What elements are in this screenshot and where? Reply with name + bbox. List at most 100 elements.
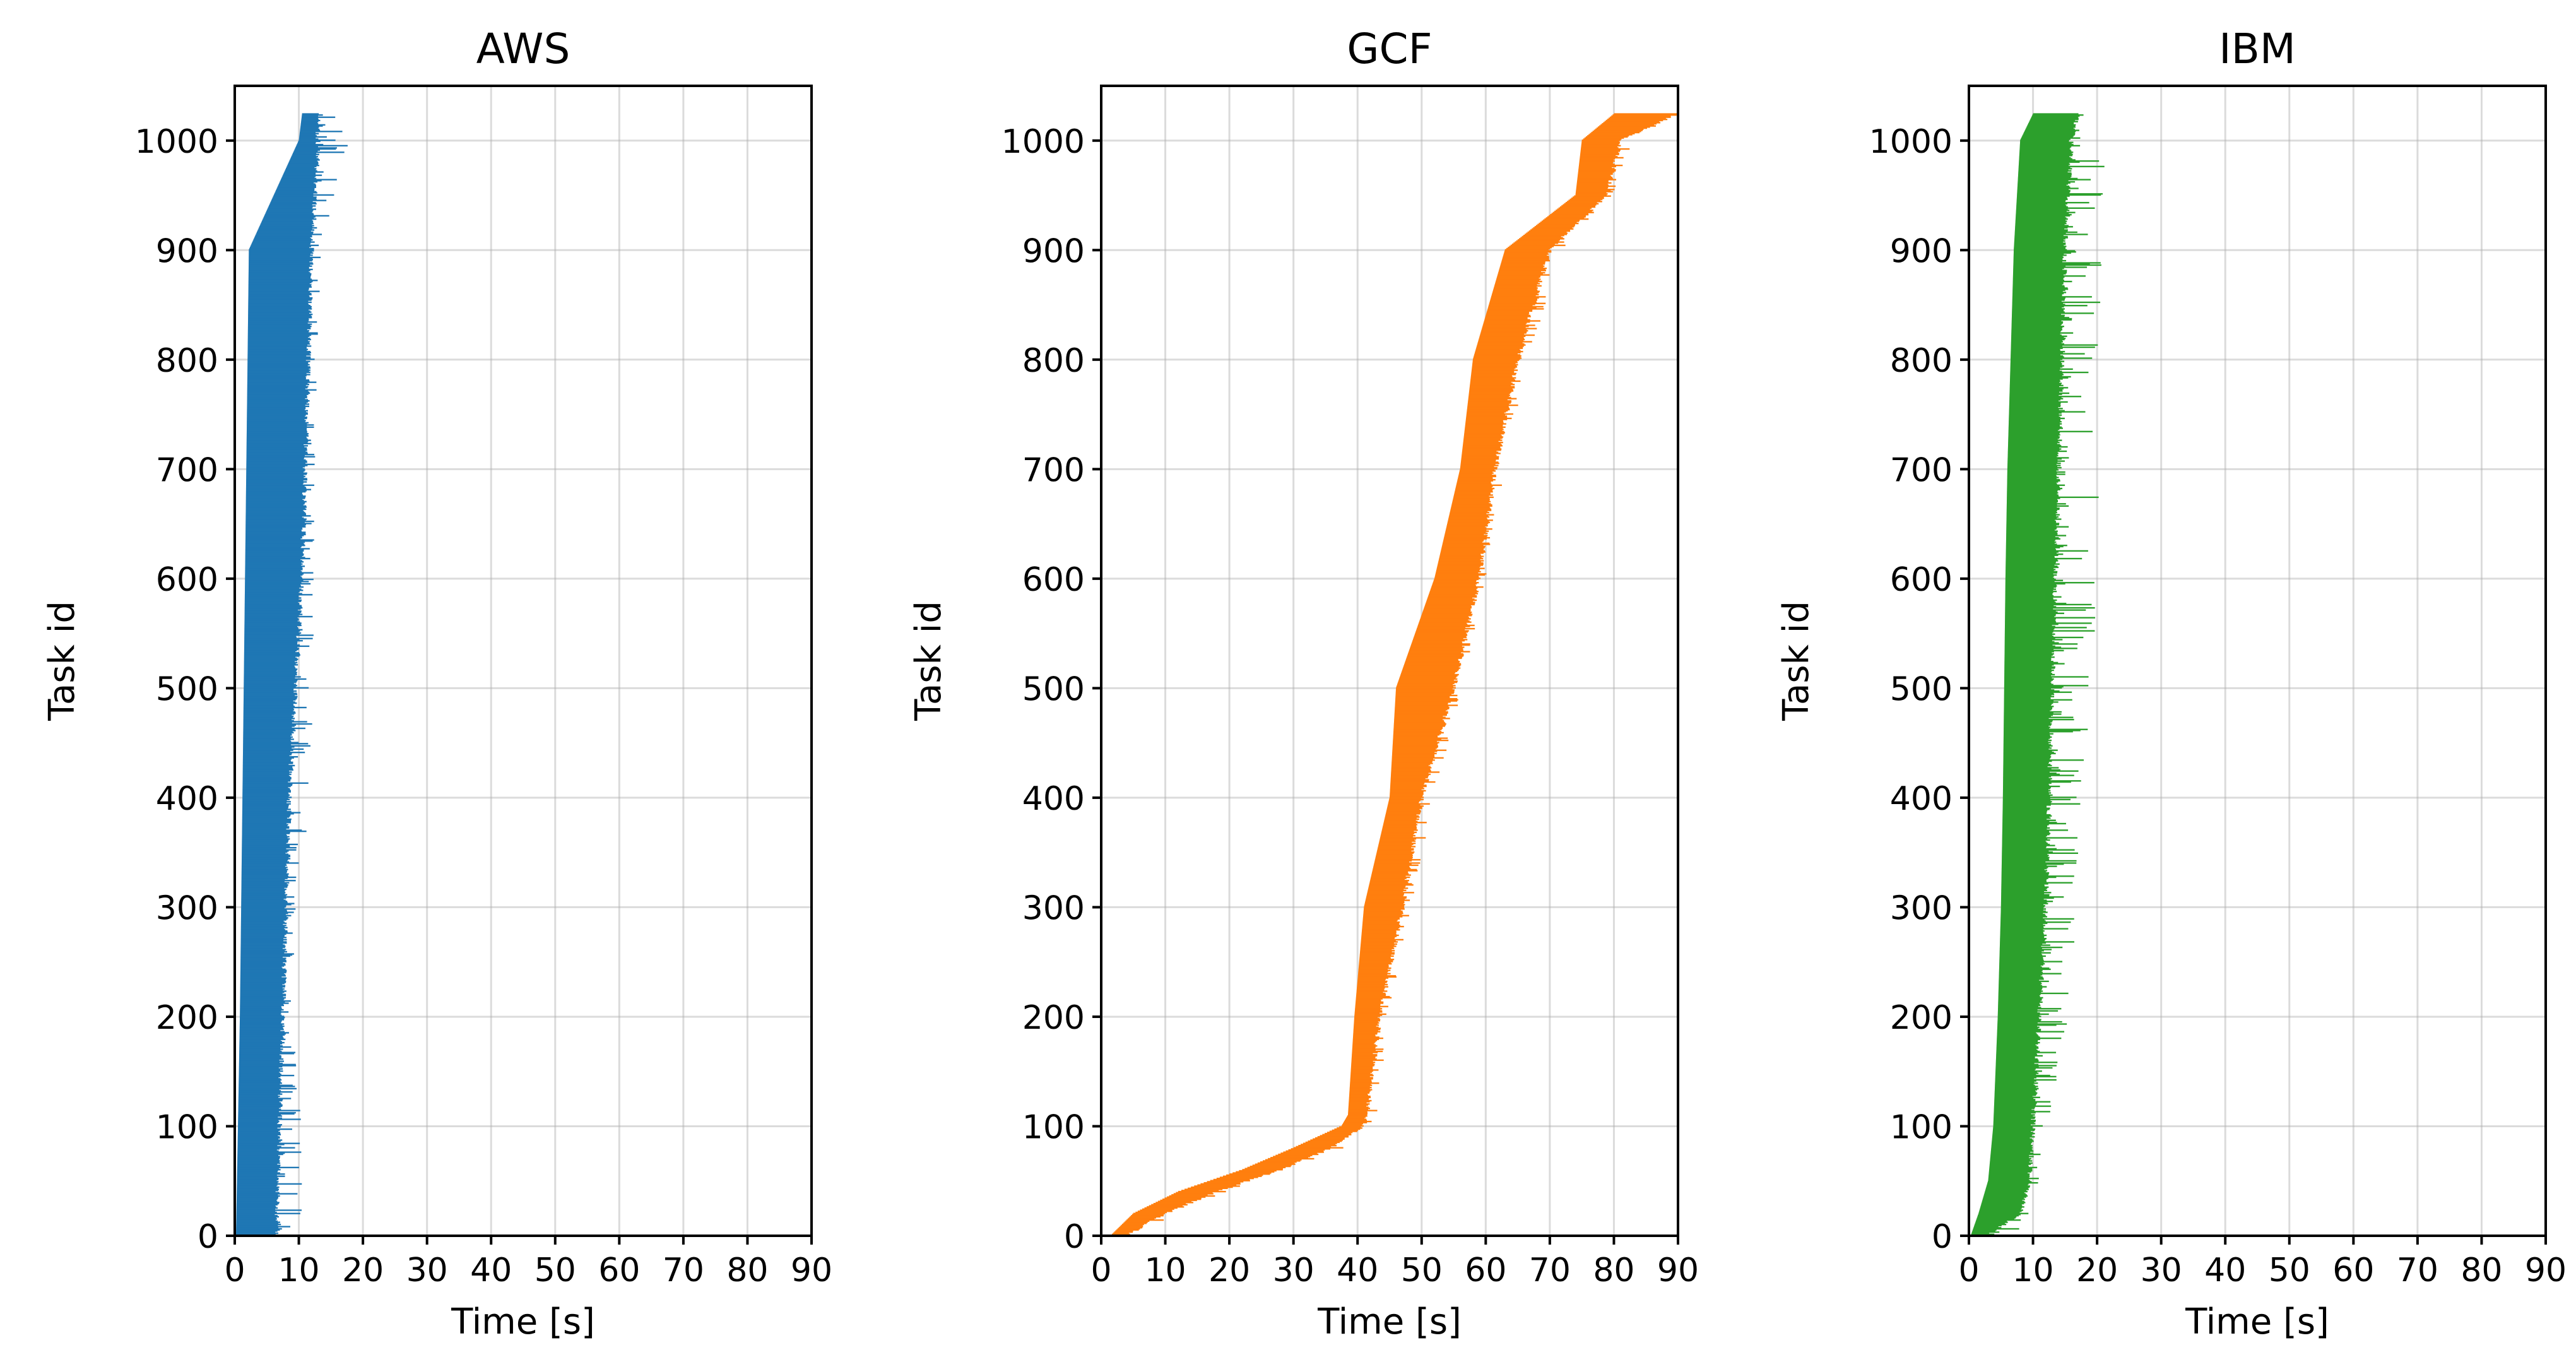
task-bar <box>1374 862 1421 864</box>
task-bar <box>247 422 309 424</box>
task-bar <box>1999 975 2041 977</box>
task-bar <box>237 1171 278 1173</box>
task-bar <box>1479 338 1525 341</box>
task-bar <box>243 728 295 730</box>
task-bar <box>1997 1023 2067 1025</box>
plot-frame <box>1100 85 1679 1237</box>
task-bar <box>1448 518 1488 520</box>
task-bar <box>240 975 286 977</box>
task-bar <box>245 552 303 554</box>
task-bar <box>245 542 304 544</box>
task-bar <box>240 1007 282 1009</box>
task-bar <box>242 762 293 764</box>
task-bar <box>1394 713 1447 715</box>
task-bar <box>2000 915 2046 916</box>
task-bar <box>1997 1020 2041 1022</box>
task-bar <box>1425 603 1475 606</box>
task-bar <box>2006 562 2056 564</box>
task-bar <box>242 779 291 781</box>
task-bar <box>1395 691 1455 693</box>
task-bar <box>1354 1010 1383 1012</box>
task-bar <box>1348 1111 1368 1114</box>
task-bar <box>242 830 307 832</box>
task-bar <box>1995 1065 2057 1067</box>
task-bar <box>246 477 304 478</box>
task-bar <box>1434 576 1479 578</box>
task-bar <box>2002 815 2052 817</box>
task-bar <box>2006 524 2057 527</box>
task-bar <box>1219 1176 1258 1178</box>
task-bar <box>1413 637 1463 639</box>
task-bar <box>1188 1187 1228 1189</box>
task-bar <box>285 169 316 171</box>
task-bar <box>2003 742 2051 743</box>
task-bar <box>1357 980 1388 983</box>
task-bar <box>247 333 318 335</box>
task-bar <box>1433 583 1477 585</box>
task-bar <box>247 375 307 377</box>
task-bar <box>239 1029 281 1032</box>
task-bar <box>1365 899 1410 901</box>
task-bar <box>1362 920 1397 922</box>
task-bar <box>1995 1086 2038 1087</box>
task-bar <box>1349 1099 1369 1101</box>
task-bar <box>1313 1138 1345 1140</box>
task-bar <box>1506 247 1551 250</box>
task-bar <box>243 737 292 739</box>
task-bar <box>1561 205 1595 207</box>
task-bar <box>1352 1037 1383 1039</box>
task-bar <box>1455 490 1492 492</box>
task-bar <box>245 560 303 562</box>
task-bar <box>242 844 290 846</box>
task-bar <box>2004 653 2054 655</box>
task-bar <box>240 979 286 981</box>
task-bar <box>2006 547 2060 548</box>
task-bar <box>1349 1094 1369 1096</box>
task-bar <box>240 946 285 949</box>
task-bar <box>1417 627 1475 630</box>
task-bar <box>2016 198 2068 201</box>
task-bar <box>1428 594 1475 596</box>
task-bar <box>241 898 284 900</box>
task-bar <box>1994 1094 2036 1096</box>
task-bar <box>244 682 294 685</box>
task-bar <box>2000 919 2045 921</box>
task-bar <box>290 157 317 159</box>
task-bar <box>1983 1194 2027 1196</box>
task-bar <box>1342 1124 1362 1126</box>
task-bar <box>2004 656 2055 658</box>
task-bar <box>239 1043 283 1045</box>
y-tick-label: 400 <box>1890 780 1953 818</box>
task-bar <box>1226 1174 1263 1176</box>
task-bar <box>247 401 309 403</box>
task-bar <box>1468 394 1511 396</box>
task-bar <box>1350 1083 1371 1086</box>
task-bar <box>240 978 287 980</box>
y-tick-label: 200 <box>1890 999 1953 1037</box>
task-bar <box>242 822 292 824</box>
task-bar <box>1990 1154 2029 1156</box>
task-bar <box>1359 956 1391 958</box>
task-bar <box>1390 782 1425 784</box>
task-bar <box>245 487 306 489</box>
task-bar <box>238 1120 280 1123</box>
task-bar <box>1993 1122 2035 1123</box>
task-bar <box>247 418 305 420</box>
task-bar <box>2000 910 2046 912</box>
task-bar <box>2009 408 2063 410</box>
task-bar <box>300 125 323 127</box>
task-bar <box>1407 654 1464 656</box>
task-bar <box>257 230 311 232</box>
task-bar <box>1997 1014 2040 1016</box>
x-tick-label: 80 <box>1593 1252 1634 1289</box>
task-bar <box>240 1012 281 1014</box>
task-bar <box>275 192 317 194</box>
task-bar <box>2002 788 2050 790</box>
task-bar <box>1320 1135 1349 1137</box>
task-bar <box>1576 189 1611 192</box>
task-bar <box>1975 1220 2007 1223</box>
task-bar <box>244 676 301 678</box>
task-bar <box>2000 909 2043 911</box>
task-bar <box>245 521 305 523</box>
task-bar <box>1992 1132 2033 1134</box>
